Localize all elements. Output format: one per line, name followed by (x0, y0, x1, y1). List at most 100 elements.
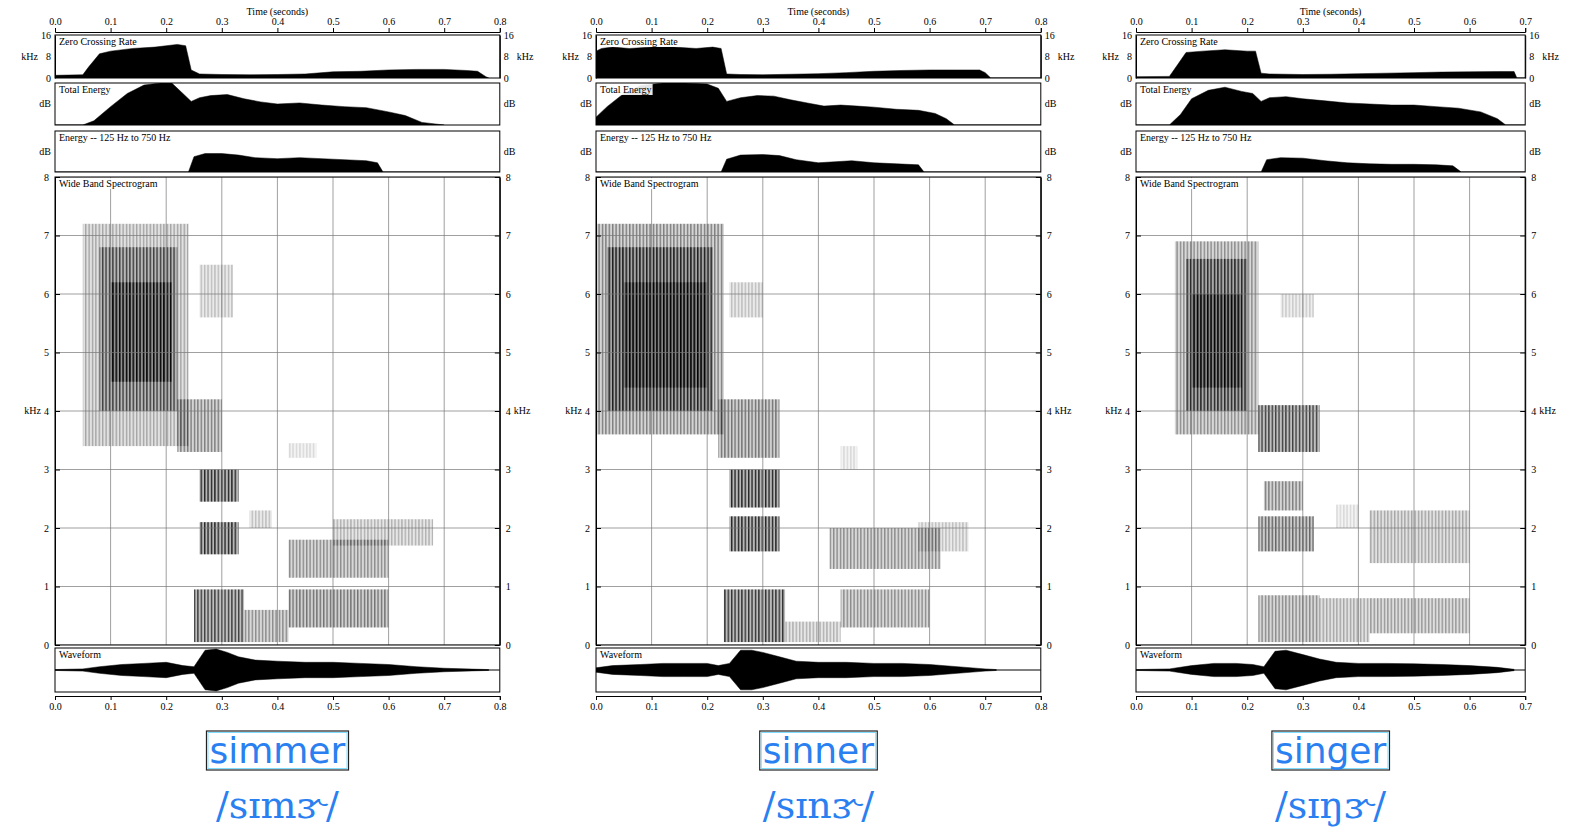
y-axis-left: 0816 (1122, 30, 1137, 84)
tick-label: 2 (506, 523, 511, 534)
tick-label: 4 (1531, 406, 1536, 417)
tick-mark (495, 587, 500, 588)
tick-mark (55, 645, 60, 646)
tick: 8 (1041, 51, 1050, 62)
tick-mark (1525, 28, 1526, 32)
tick-mark (1525, 696, 1526, 700)
spectrogram-cell (624, 282, 707, 387)
tick-mark (495, 645, 500, 646)
box-title: Zero Crossing Rate (58, 36, 138, 47)
tick-mark (389, 28, 390, 32)
spectrogram-energy (1175, 241, 1470, 642)
tick-label: 8 (1531, 172, 1536, 183)
tick-label: 0.6 (924, 701, 937, 712)
tick-label: 0.0 (1130, 16, 1143, 27)
title-patch (599, 84, 653, 95)
grid-line (707, 177, 708, 645)
tick-mark (1303, 696, 1304, 700)
tick-label: 0.3 (1297, 16, 1310, 27)
tick: 2 (1125, 523, 1141, 534)
spectrogram-cell (607, 247, 713, 411)
tick-mark (1036, 470, 1041, 471)
title-patch (58, 36, 138, 47)
title-patch (599, 132, 713, 143)
time-axis-top: 0.00.10.20.30.40.50.60.70.8 (49, 16, 506, 33)
tick-mark (495, 528, 500, 529)
tick-mark (55, 294, 60, 295)
tick-label: 3 (1531, 464, 1536, 475)
tick-label: 0 (587, 73, 592, 84)
tick: 16 (582, 30, 596, 41)
tick: 7 (1520, 230, 1536, 241)
tick: 0.0 (1130, 696, 1143, 712)
tick-label: 0 (1125, 640, 1130, 651)
title-patch (1139, 132, 1253, 143)
tick-label: 8 (1047, 172, 1052, 183)
plot-area (596, 47, 1041, 78)
tick-mark (707, 28, 708, 32)
tick-label: 0.4 (813, 701, 826, 712)
y-label: kHz (1539, 405, 1556, 416)
grid-line (874, 177, 875, 645)
tick-label: 1 (44, 581, 49, 592)
tick-label: 0.4 (1353, 701, 1366, 712)
tick-mark (1192, 28, 1193, 32)
word: sinner (763, 730, 875, 771)
tick-label: 1 (1125, 581, 1130, 592)
y-label: kHz (517, 51, 534, 62)
tick-mark (444, 28, 445, 32)
tick-label: 0 (1127, 73, 1132, 84)
tick-mark (1136, 353, 1141, 354)
tick-mark (596, 353, 601, 354)
plot-area (1136, 158, 1525, 172)
tick: 6 (1125, 289, 1141, 300)
tick-label: 0.6 (383, 16, 396, 27)
grid-line (221, 177, 222, 645)
grid-line (1414, 177, 1415, 645)
y-axis-left: 012345678 (585, 172, 601, 651)
title-patch (599, 36, 679, 47)
grid-line (1358, 177, 1359, 645)
box-title-text: Energy -- 125 Hz to 750 Hz (1140, 132, 1252, 143)
tick-mark (222, 696, 223, 700)
tick-mark (1520, 236, 1525, 237)
tick-label: 0.1 (1186, 701, 1199, 712)
tick-mark (596, 645, 601, 646)
tick: 4 (44, 406, 60, 417)
tick-label: 2 (44, 523, 49, 534)
tick-mark (1358, 696, 1359, 700)
tick-label: 6 (1531, 289, 1536, 300)
tick-label: 8 (504, 51, 509, 62)
tick-mark (277, 28, 278, 32)
tick-label: 0.3 (216, 701, 229, 712)
tick: 5 (1125, 347, 1141, 358)
box-title-text: Zero Crossing Rate (600, 36, 678, 47)
tick: 1 (585, 581, 601, 592)
tick-label: 0.6 (1464, 16, 1477, 27)
tick-mark (1520, 411, 1525, 412)
box-title-text: Total Energy (1140, 84, 1192, 95)
track-area (55, 44, 489, 78)
spectrogram-cell (724, 589, 785, 642)
tick: 0 (1525, 73, 1534, 84)
tick-label: 4 (585, 406, 590, 417)
box-title-text: Wide Band Spectrogram (59, 178, 158, 189)
track-area (55, 83, 444, 125)
tick-label: 2 (585, 523, 590, 534)
tick-mark (985, 28, 986, 32)
tick: 0.5 (868, 696, 881, 712)
title-patch (58, 84, 112, 95)
tick-label: 0.6 (1464, 701, 1477, 712)
tick-mark (1036, 587, 1041, 588)
tick-mark (596, 587, 601, 588)
tick-label: 0.5 (327, 701, 340, 712)
spectrogram-cell (1186, 259, 1247, 411)
title-patch (58, 178, 159, 189)
plot-area (1136, 650, 1525, 690)
tick-mark (500, 28, 501, 32)
tick-mark (596, 696, 597, 700)
tick: 0.3 (216, 16, 229, 32)
plot-area (596, 650, 1041, 690)
grid-line (166, 177, 167, 645)
axis-line (597, 697, 1042, 701)
